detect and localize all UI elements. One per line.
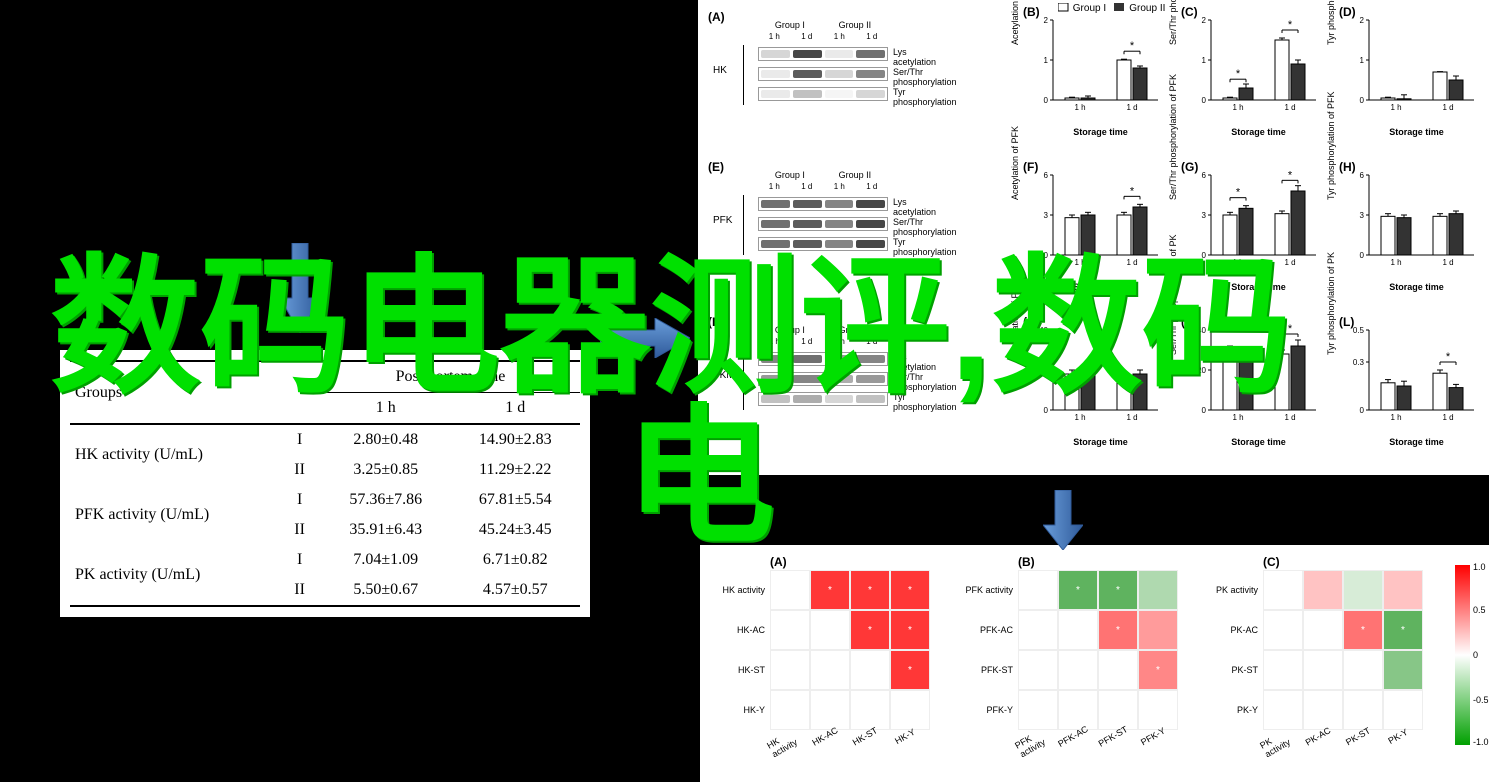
svg-text:1 d: 1 d xyxy=(1442,413,1453,422)
svg-text:1 d: 1 d xyxy=(1284,258,1295,267)
svg-text:*: * xyxy=(1288,19,1293,31)
svg-text:1 h: 1 h xyxy=(1074,258,1085,267)
svg-text:*: * xyxy=(1236,68,1241,80)
heatmap-colorbar: 1.0 0.5 0 -0.5 -1.0 xyxy=(1455,565,1470,745)
svg-text:2: 2 xyxy=(1360,16,1365,25)
svg-text:2: 2 xyxy=(1202,16,1207,25)
barchart-L: (L)00.30.51 h*1 dTyr phosphorylation of … xyxy=(1339,315,1489,445)
barchart-J: (J)020401 h1 dAcetylation of PKMStorage … xyxy=(1023,315,1178,445)
svg-text:2: 2 xyxy=(1044,16,1049,25)
svg-text:0: 0 xyxy=(1360,406,1365,415)
svg-text:40: 40 xyxy=(1039,326,1048,335)
barchart-D: (D)0121 h1 dTyr phosphorylation of HKSto… xyxy=(1339,5,1489,135)
heatmap-B: (B)PFK activity**PFK-AC*PFK-ST*PFK-YPFK … xyxy=(958,570,1193,760)
arrow-right xyxy=(600,318,690,363)
svg-text:6: 6 xyxy=(1202,171,1207,180)
svg-text:0: 0 xyxy=(1202,406,1207,415)
svg-text:*: * xyxy=(1288,323,1293,335)
svg-text:1 d: 1 d xyxy=(1126,413,1137,422)
barchart-F: (F)0361 h*1 dAcetylation of PFKStorage t… xyxy=(1023,160,1178,290)
svg-text:0: 0 xyxy=(1044,251,1049,260)
svg-text:0: 0 xyxy=(1360,96,1365,105)
svg-text:1 d: 1 d xyxy=(1442,103,1453,112)
barchart-B: (B)0121 h*1 dAcetylation of HKStorage ti… xyxy=(1023,5,1178,135)
barchart-H: (H)0361 h1 dTyr phosphorylation of PFKSt… xyxy=(1339,160,1489,290)
heatmap-C: (C)PK activityPK-AC**PK-STPK-YPK activit… xyxy=(1203,570,1438,760)
svg-text:1 h: 1 h xyxy=(1390,103,1401,112)
svg-text:*: * xyxy=(1130,185,1135,197)
enzyme-activity-table: GroupsPostmortem time1 h1 dHK activity (… xyxy=(60,350,590,617)
heatmap-A: (A)HK activity***HK-AC**HK-ST*HK-YHK act… xyxy=(710,570,945,760)
svg-text:1 d: 1 d xyxy=(1126,258,1137,267)
svg-text:3: 3 xyxy=(1202,211,1207,220)
correlation-heatmaps-panel: (A)HK activity***HK-AC**HK-ST*HK-YHK act… xyxy=(700,545,1489,782)
svg-text:1: 1 xyxy=(1044,56,1049,65)
svg-text:*: * xyxy=(1446,351,1451,363)
svg-text:0: 0 xyxy=(1044,406,1049,415)
svg-text:0: 0 xyxy=(1044,96,1049,105)
svg-text:*: * xyxy=(1288,169,1293,181)
svg-text:3: 3 xyxy=(1044,211,1049,220)
svg-text:1 d: 1 d xyxy=(1442,258,1453,267)
svg-text:1 h: 1 h xyxy=(1232,258,1243,267)
svg-text:1 h: 1 h xyxy=(1074,103,1085,112)
arrow-down-2 xyxy=(1043,490,1083,555)
svg-text:1 h: 1 h xyxy=(1232,413,1243,422)
svg-text:1 h: 1 h xyxy=(1232,103,1243,112)
barchart-G: (G)036*1 h*1 dSer/Thr phosphorylation of… xyxy=(1181,160,1336,290)
svg-text:1 d: 1 d xyxy=(1284,103,1295,112)
svg-text:0: 0 xyxy=(1202,96,1207,105)
svg-text:1 h: 1 h xyxy=(1074,413,1085,422)
svg-text:6: 6 xyxy=(1044,171,1049,180)
svg-text:*: * xyxy=(1236,187,1241,199)
svg-text:0.3: 0.3 xyxy=(1353,358,1365,367)
svg-text:0: 0 xyxy=(1360,251,1365,260)
svg-text:*: * xyxy=(1130,40,1135,52)
svg-text:3: 3 xyxy=(1360,211,1365,220)
svg-text:20: 20 xyxy=(1039,366,1048,375)
svg-text:40: 40 xyxy=(1197,326,1206,335)
barchart-K: (K)020401 h*1 dSer/Thr phosphorylation o… xyxy=(1181,315,1336,445)
svg-text:0.5: 0.5 xyxy=(1353,326,1365,335)
svg-text:1 h: 1 h xyxy=(1390,258,1401,267)
arrow-down-1 xyxy=(280,243,320,338)
svg-text:0: 0 xyxy=(1202,251,1207,260)
svg-text:1 d: 1 d xyxy=(1126,103,1137,112)
barchart-C: (C)012*1 h*1 dSer/Thr phosphorylation of… xyxy=(1181,5,1336,135)
western-blot-charts-panel: Group I Group II (A)Group IGroup II1 h1 … xyxy=(698,0,1489,475)
svg-text:1 h: 1 h xyxy=(1390,413,1401,422)
svg-text:1 d: 1 d xyxy=(1284,413,1295,422)
svg-text:1: 1 xyxy=(1360,56,1365,65)
svg-text:20: 20 xyxy=(1197,366,1206,375)
svg-text:1: 1 xyxy=(1202,56,1207,65)
svg-text:6: 6 xyxy=(1360,171,1365,180)
